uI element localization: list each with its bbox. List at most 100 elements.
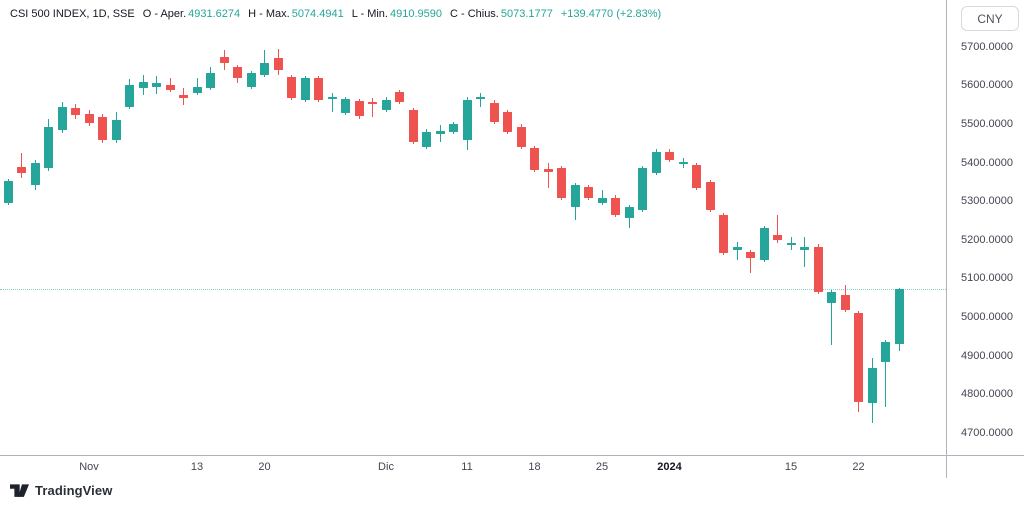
candle-body [341, 99, 350, 114]
last-price-line [0, 288, 946, 290]
candle-body [395, 91, 404, 102]
candle-body [449, 123, 458, 133]
candle-body [786, 242, 796, 245]
candle-body [624, 207, 634, 218]
candle-wick [804, 236, 805, 268]
close-value: 5073.1777 [500, 8, 553, 20]
candle-body [98, 117, 107, 140]
symbol-legend[interactable]: CSI 500 INDEX, 1D, SSE O - Aper. 4931.6274… [10, 7, 661, 21]
candle-body [179, 95, 188, 98]
candle-body [192, 86, 202, 93]
candle-wick [885, 339, 886, 408]
price-tick-label: 5500.0000 [961, 117, 1013, 130]
candle-body [638, 168, 647, 211]
candle-body [287, 76, 296, 99]
time-tick-label: Nov [79, 461, 99, 473]
candle-body [260, 62, 269, 75]
time-tick-label: 25 [595, 461, 609, 473]
ohlc-low: L - Min. 4910.9590 [352, 8, 442, 20]
candle-wick [331, 92, 333, 112]
ohlc-close: C - Chius. 5073.1777 [450, 8, 553, 20]
time-tick-label: 13 [190, 461, 204, 473]
candle-body [867, 368, 877, 404]
ohlc-high: H - Max. 5074.4941 [248, 8, 344, 20]
candle-body [300, 78, 310, 101]
candle-body [881, 342, 890, 363]
close-label: C - Chius. [449, 8, 499, 20]
candle-body [111, 120, 121, 140]
time-tick-label: 20 [258, 461, 271, 473]
price-tick-label: 4900.0000 [961, 349, 1013, 362]
candle-body [678, 161, 688, 165]
candle-body [894, 288, 904, 344]
candle-body [530, 147, 539, 170]
candle-wick [196, 78, 198, 95]
candle-wick [21, 152, 22, 179]
candle-body [408, 110, 418, 142]
time-tick-label: 18 [528, 461, 541, 473]
candle-body [597, 197, 607, 203]
time-tick-label: 22 [852, 461, 865, 473]
price-tick-label: 5700.0000 [961, 40, 1013, 53]
candle-body [152, 83, 161, 87]
open-value: 4931.6274 [188, 8, 241, 20]
candle-wick [480, 92, 481, 108]
candle-wick [169, 78, 171, 92]
candle-body [354, 101, 364, 117]
candle-wick [736, 241, 738, 260]
chart-pane[interactable] [0, 0, 946, 455]
candle-body [800, 246, 809, 250]
candle-wick [750, 249, 751, 274]
candle-body [584, 186, 593, 198]
candle-body [611, 197, 620, 215]
candle-body [827, 292, 836, 303]
brand-name: TradingView [35, 483, 113, 498]
candle-body [57, 106, 67, 130]
price-tick-label: 5600.0000 [961, 79, 1013, 92]
candle-body [854, 312, 863, 403]
candle-body [840, 295, 850, 311]
candle-wick [777, 215, 778, 244]
candle-body [422, 131, 431, 147]
candle-body [773, 234, 782, 240]
high-value: 5074.4941 [291, 8, 344, 20]
candle-body [84, 113, 94, 123]
candle-body [570, 185, 580, 208]
price-scale[interactable]: 5700.0000 5600.0000 5500.0000 5400.0000 5300… [946, 0, 1024, 478]
candle-body [557, 168, 566, 198]
candle-body [3, 180, 13, 203]
price-tick-label: 5200.0000 [961, 233, 1013, 246]
candle-body [692, 164, 701, 189]
candle-wick [831, 289, 832, 345]
candle-body [125, 84, 134, 107]
low-label: L - Min. [351, 8, 388, 20]
time-scale[interactable]: Nov 13 20 Dic 11 18 25 2024 15 22 [0, 455, 1024, 478]
candle-body [516, 126, 526, 147]
candle-body [462, 100, 472, 140]
price-tick-label: 4800.0000 [961, 388, 1013, 401]
candle-body [327, 96, 337, 100]
price-tick-label: 5300.0000 [961, 195, 1013, 208]
candle-body [233, 66, 242, 78]
symbol-title[interactable]: CSI 500 INDEX, 1D, SSE [10, 8, 135, 20]
candle-body [746, 251, 755, 258]
candle-body [476, 96, 485, 100]
price-scale-border [946, 0, 947, 478]
candle-body [813, 246, 823, 292]
candle-body [368, 101, 377, 104]
candle-body [543, 168, 553, 172]
candle-body [30, 162, 40, 185]
tradingview-attribution[interactable]: TradingView [10, 483, 112, 498]
candle-wick [547, 162, 549, 189]
candle-body [219, 56, 229, 63]
candle-wick [372, 98, 373, 117]
low-value: 4910.9590 [389, 8, 442, 20]
candle-body [705, 181, 715, 211]
candle-body [503, 112, 512, 132]
candle-body [246, 73, 256, 87]
candle-body [665, 151, 674, 160]
currency-button[interactable]: CNY [961, 6, 1019, 31]
time-scale-border [0, 455, 1024, 456]
candle-body [273, 57, 283, 70]
